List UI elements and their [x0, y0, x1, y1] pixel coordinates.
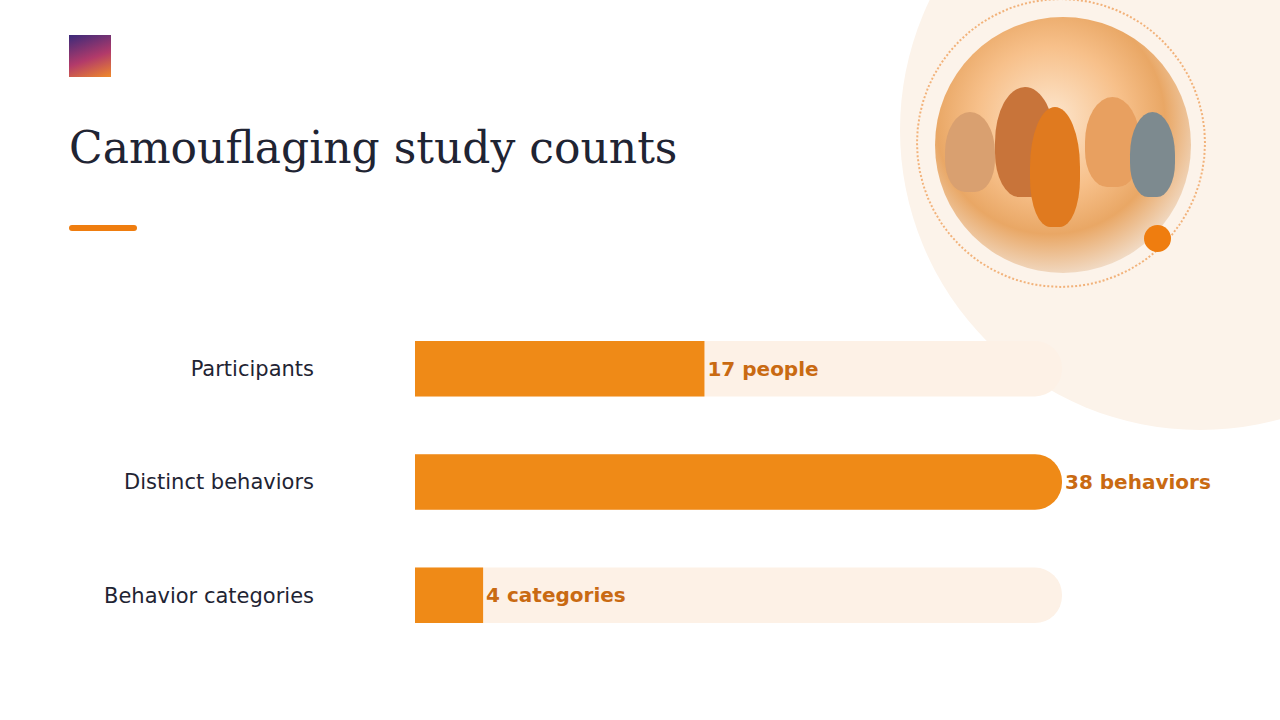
svg-text:38 behaviors: 38 behaviors [1065, 470, 1211, 494]
svg-text:17 people: 17 people [707, 357, 818, 381]
svg-text:Behavior categories: Behavior categories [104, 584, 314, 608]
svg-text:Participants: Participants [191, 357, 314, 381]
svg-text:Distinct behaviors: Distinct behaviors [124, 470, 314, 494]
svg-text:Camouflaging study counts: Camouflaging study counts [69, 122, 677, 173]
svg-text:4 categories: 4 categories [486, 583, 626, 607]
